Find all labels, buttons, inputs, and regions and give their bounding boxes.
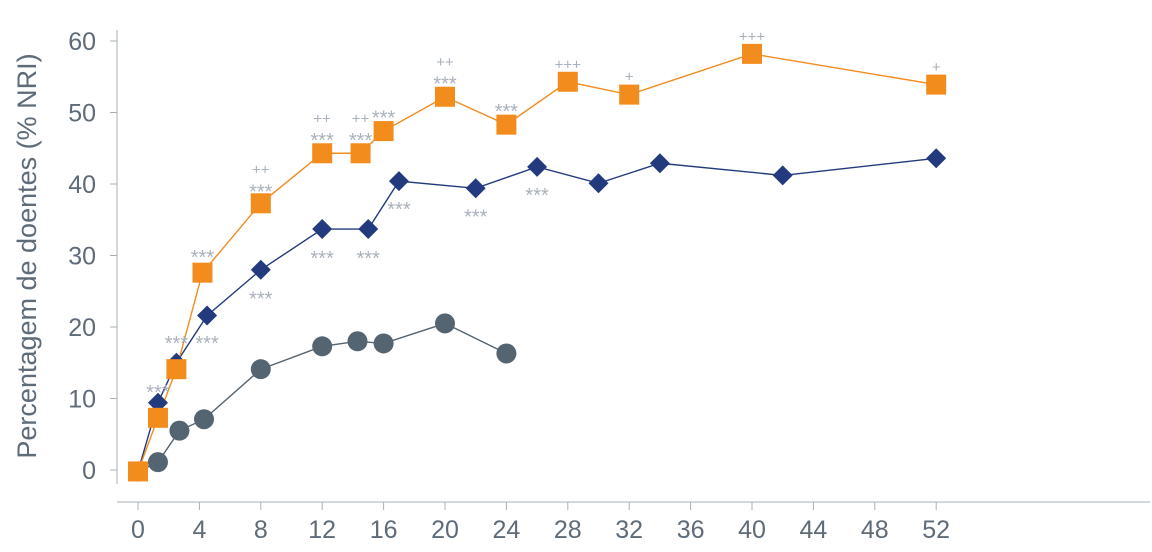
- data-point-square: [435, 86, 455, 107]
- significance-label: ++: [313, 111, 331, 128]
- x-tick-label: 12: [308, 516, 336, 544]
- significance-label: ***: [195, 333, 219, 355]
- significance-label: ***: [525, 185, 549, 207]
- x-tick-label: 44: [799, 516, 827, 544]
- series-diamond-points: [128, 148, 947, 482]
- series-line-diamond: [137, 157, 937, 472]
- y-tick-label: 10: [68, 386, 96, 414]
- y-axis-label: Percentagem de doentes (% NRI): [12, 53, 42, 458]
- significance-label: +++: [739, 28, 766, 45]
- x-tick-label: 4: [192, 516, 206, 544]
- data-point-square: [312, 143, 333, 164]
- y-tick-label: 30: [68, 243, 96, 271]
- data-point-square: [128, 461, 148, 482]
- series-markers: [128, 43, 947, 482]
- data-point-diamond: [649, 153, 670, 174]
- series-square-points: [128, 43, 947, 482]
- data-point-diamond: [147, 392, 168, 413]
- y-tick-label: 0: [82, 457, 96, 485]
- x-tick-label: 36: [677, 516, 705, 544]
- x-tick-label: 40: [738, 516, 766, 544]
- data-point-diamond: [772, 165, 793, 186]
- data-point-diamond: [197, 305, 218, 326]
- data-point-circle: [312, 336, 333, 357]
- x-tick-label: 8: [254, 516, 268, 544]
- y-tick-label: 40: [68, 171, 96, 199]
- significance-label: ++: [436, 54, 454, 71]
- data-point-diamond: [312, 219, 333, 240]
- data-point-circle: [373, 333, 394, 354]
- significance-label: ***: [249, 181, 273, 203]
- data-point-square: [926, 74, 947, 95]
- data-point-circle: [347, 331, 368, 352]
- significance-label: ***: [191, 247, 215, 269]
- data-point-circle: [169, 420, 190, 441]
- significance-label: +++: [555, 56, 582, 73]
- data-point-diamond: [465, 178, 486, 199]
- data-point-square: [557, 71, 578, 92]
- x-tick-label: 20: [431, 516, 459, 544]
- series-line-square: [137, 53, 937, 472]
- data-point-square: [147, 407, 168, 428]
- y-tick-label: 60: [68, 28, 96, 56]
- data-point-square: [373, 121, 394, 142]
- significance-label: ***: [311, 130, 335, 152]
- data-point-diamond: [358, 219, 379, 240]
- data-point-circle: [147, 452, 168, 473]
- significance-label: ***: [349, 130, 373, 152]
- y-tick-label: 20: [68, 314, 96, 342]
- x-tick-label: 16: [370, 516, 398, 544]
- annotations: ****** *********++******++***++*** *******…: [146, 28, 941, 404]
- significance-label: ***: [311, 248, 335, 270]
- significance-label: ++: [252, 161, 270, 178]
- data-point-square: [250, 193, 271, 214]
- y-tick-label: 50: [68, 100, 96, 128]
- significance-label: ***: [146, 382, 170, 404]
- data-point-square: [192, 262, 213, 283]
- significance-label: ***: [165, 333, 189, 355]
- data-point-circle: [250, 359, 271, 380]
- data-point-circle: [496, 343, 517, 364]
- x-tick-label: 0: [131, 516, 145, 544]
- series-line-circle: [137, 322, 507, 473]
- data-point-square: [619, 84, 640, 105]
- significance-label: ++: [352, 111, 370, 128]
- data-point-square: [742, 43, 762, 64]
- x-tick-label: 28: [554, 516, 582, 544]
- x-tick-label: 32: [615, 516, 643, 544]
- data-point-diamond: [527, 156, 548, 177]
- series-lines: [137, 53, 937, 473]
- data-point-square: [166, 359, 187, 380]
- significance-label: +: [625, 68, 634, 85]
- significance-label: ***: [249, 289, 273, 311]
- data-point-diamond: [926, 148, 947, 169]
- significance-label: ***: [387, 199, 411, 221]
- x-tick-label: 48: [861, 516, 889, 544]
- significance-label: ***: [464, 206, 488, 228]
- data-point-square: [496, 114, 517, 135]
- significance-label: ***: [433, 73, 457, 95]
- significance-label: ***: [495, 101, 519, 123]
- significance-label: ***: [372, 108, 396, 130]
- x-tick-label: 52: [922, 516, 950, 544]
- data-point-circle: [435, 313, 455, 334]
- data-point-circle: [194, 409, 215, 430]
- significance-label: +: [932, 59, 941, 76]
- data-point-diamond: [250, 259, 271, 280]
- significance-label: ***: [357, 248, 381, 270]
- data-point-square: [350, 143, 371, 164]
- data-point-diamond: [388, 171, 409, 192]
- data-point-diamond: [588, 173, 609, 194]
- x-tick-label: 24: [492, 516, 520, 544]
